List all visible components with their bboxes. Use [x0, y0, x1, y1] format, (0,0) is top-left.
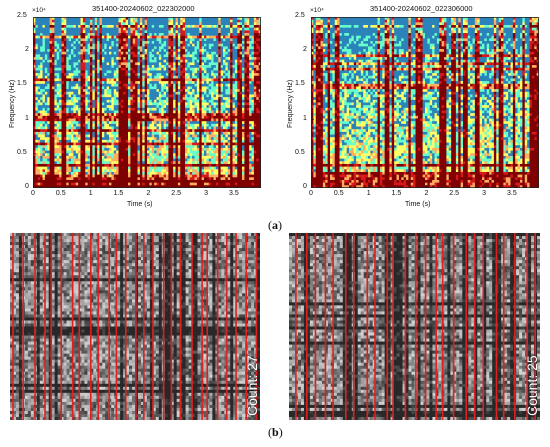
heatmap-cells: [311, 17, 539, 188]
y-tick-label: 0: [303, 183, 307, 190]
x-tick-label: 1.5: [392, 190, 402, 197]
x-tick-label: 3: [482, 190, 486, 197]
x-tick-label: 3.5: [507, 190, 517, 197]
y-exponent-left: ×10⁴: [32, 7, 46, 14]
binary-spectrogram-right: [289, 233, 540, 420]
caption-b: (b): [268, 425, 283, 440]
y-tick-label: 2.5: [17, 12, 27, 19]
x-tick-label: 2: [424, 190, 428, 197]
x-tick-label: 2.5: [171, 190, 181, 197]
y-tick-label: 2.5: [295, 12, 305, 19]
detected-lines: [12, 233, 258, 420]
x-tick-label: 1.5: [114, 190, 124, 197]
y-tick-label: 1: [303, 115, 307, 122]
plot-title-right: 351400-20240602_022306000: [370, 4, 473, 13]
heatmap-cells: [33, 17, 261, 188]
binary-spectrogram-left: [10, 233, 260, 420]
x-tick-label: 1: [367, 190, 371, 197]
y-exponent-right: ×10⁴: [310, 7, 324, 14]
binary-cells: [10, 233, 260, 420]
x-tick-label: 0: [31, 190, 35, 197]
x-tick-label: 3.5: [229, 190, 239, 197]
plot-frame: [311, 17, 539, 188]
count-label-left: Count: 27: [244, 355, 260, 416]
x-tick-label: 3: [204, 190, 208, 197]
y-tick-label: 1.5: [17, 80, 27, 87]
plot-title-left: 351400-20240602_022302000: [92, 4, 195, 13]
x-axis-label-right: Time (s): [405, 201, 430, 208]
x-tick-label: 2: [146, 190, 150, 197]
y-tick-label: 0.5: [17, 149, 27, 156]
x-tick-label: 0.5: [334, 190, 344, 197]
binary-cells: [289, 233, 540, 420]
y-tick-label: 0: [25, 183, 29, 190]
y-tick-label: 1.5: [295, 80, 305, 87]
y-tick-label: 2: [25, 46, 29, 53]
y-axis-label-left: Frequency (Hz): [9, 80, 16, 128]
y-axis-label-right: Frequency (Hz): [287, 80, 294, 128]
plot-frame: [33, 17, 261, 188]
spectrogram-plot-left: [33, 17, 261, 188]
y-tick-label: 0.5: [295, 149, 305, 156]
x-tick-label: 0: [309, 190, 313, 197]
y-tick-label: 1: [25, 115, 29, 122]
y-tick-label: 2: [303, 46, 307, 53]
count-label-right: Count: 25: [524, 355, 540, 416]
x-tick-label: 1: [89, 190, 93, 197]
x-axis-label-left: Time (s): [127, 201, 152, 208]
detected-lines: [295, 233, 536, 420]
spectrogram-plot-right: [311, 17, 539, 188]
x-tick-label: 0.5: [56, 190, 66, 197]
x-tick-label: 2.5: [449, 190, 459, 197]
caption-a: (a): [268, 218, 282, 233]
